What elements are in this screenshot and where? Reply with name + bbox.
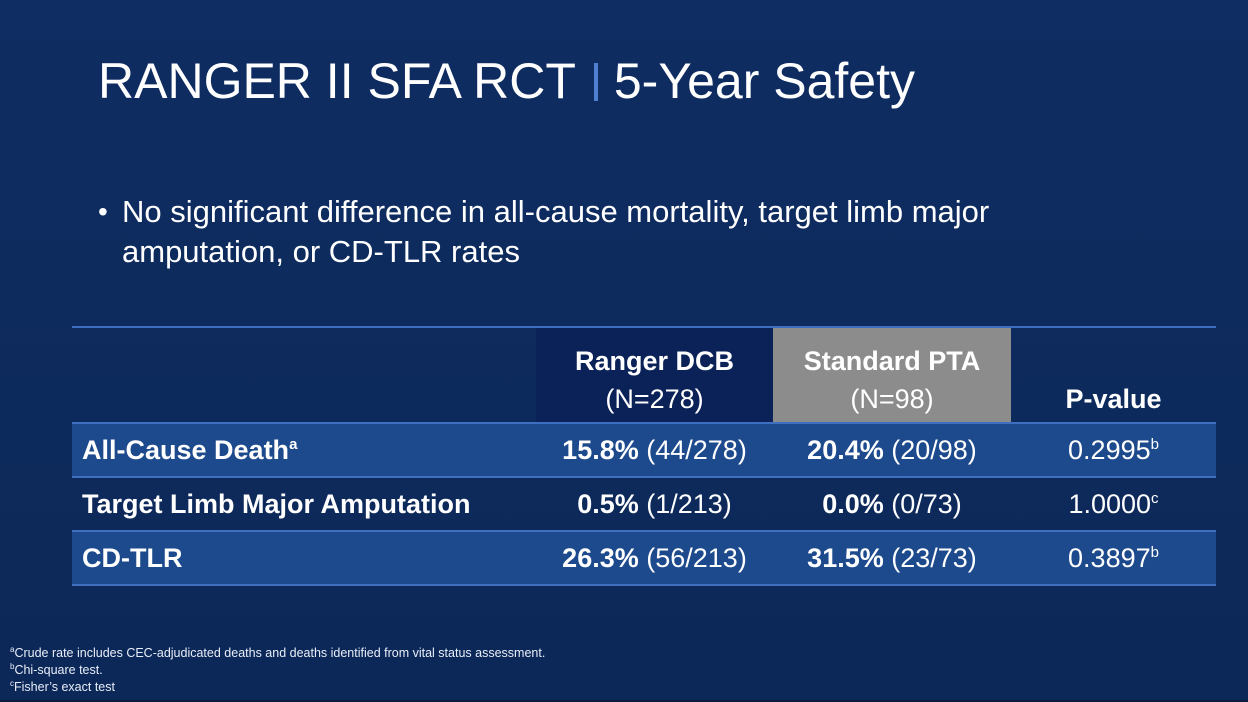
header-pvalue-label: P-value xyxy=(1065,384,1162,414)
dcb-value: 15.8% (44/278) xyxy=(562,435,747,465)
table-header: Ranger DCB (N=278) Standard PTA (N=98) P… xyxy=(72,328,1216,422)
table-row: Target Limb Major Amputation 0.5% (1/213… xyxy=(72,476,1216,530)
safety-table: Ranger DCB (N=278) Standard PTA (N=98) P… xyxy=(72,326,1216,586)
pta-value: 31.5% (23/73) xyxy=(807,543,977,573)
header-ranger-dcb: Ranger DCB (N=278) xyxy=(536,328,773,422)
row-label: CD-TLR xyxy=(82,543,183,573)
dcb-value: 26.3% (56/213) xyxy=(562,543,747,573)
p-value: 1.0000c xyxy=(1068,489,1159,519)
table-row: All-Cause Deatha 15.8% (44/278) 20.4% (2… xyxy=(72,422,1216,476)
p-value: 0.3897b xyxy=(1068,543,1159,573)
header-dcb-name: Ranger DCB xyxy=(574,346,735,376)
row-label: All-Cause Deatha xyxy=(82,435,298,465)
footnote: aCrude rate includes CEC-adjudicated dea… xyxy=(10,645,546,661)
bullet-text: No significant difference in all-cause m… xyxy=(122,194,990,269)
p-value: 0.2995b xyxy=(1068,435,1159,465)
pta-value: 0.0% (0/73) xyxy=(822,489,962,519)
bullet-icon: • xyxy=(98,196,108,227)
table-row: CD-TLR 26.3% (56/213) 31.5% (23/73) 0.38… xyxy=(72,530,1216,586)
header-pta-name: Standard PTA xyxy=(803,346,981,376)
header-pta-n: (N=98) xyxy=(850,384,934,414)
header-dcb-n: (N=278) xyxy=(605,384,704,414)
bullet-point: • No significant difference in all-cause… xyxy=(98,192,1138,272)
slide-title-main: RANGER II SFA RCT xyxy=(98,53,576,109)
row-label: Target Limb Major Amputation xyxy=(82,489,471,519)
title-separator xyxy=(593,63,598,101)
header-standard-pta: Standard PTA (N=98) xyxy=(773,328,1011,422)
slide-title: RANGER II SFA RCT 5-Year Safety xyxy=(98,52,915,110)
footnote: cFisher’s exact test xyxy=(10,679,115,695)
header-p-value: P-value xyxy=(1011,328,1216,422)
footnote: bChi-square test. xyxy=(10,662,103,678)
slide-title-sub: 5-Year Safety xyxy=(613,53,915,109)
dcb-value: 0.5% (1/213) xyxy=(577,489,732,519)
footnotes: aCrude rate includes CEC-adjudicated dea… xyxy=(10,645,545,696)
pta-value: 20.4% (20/98) xyxy=(807,435,977,465)
